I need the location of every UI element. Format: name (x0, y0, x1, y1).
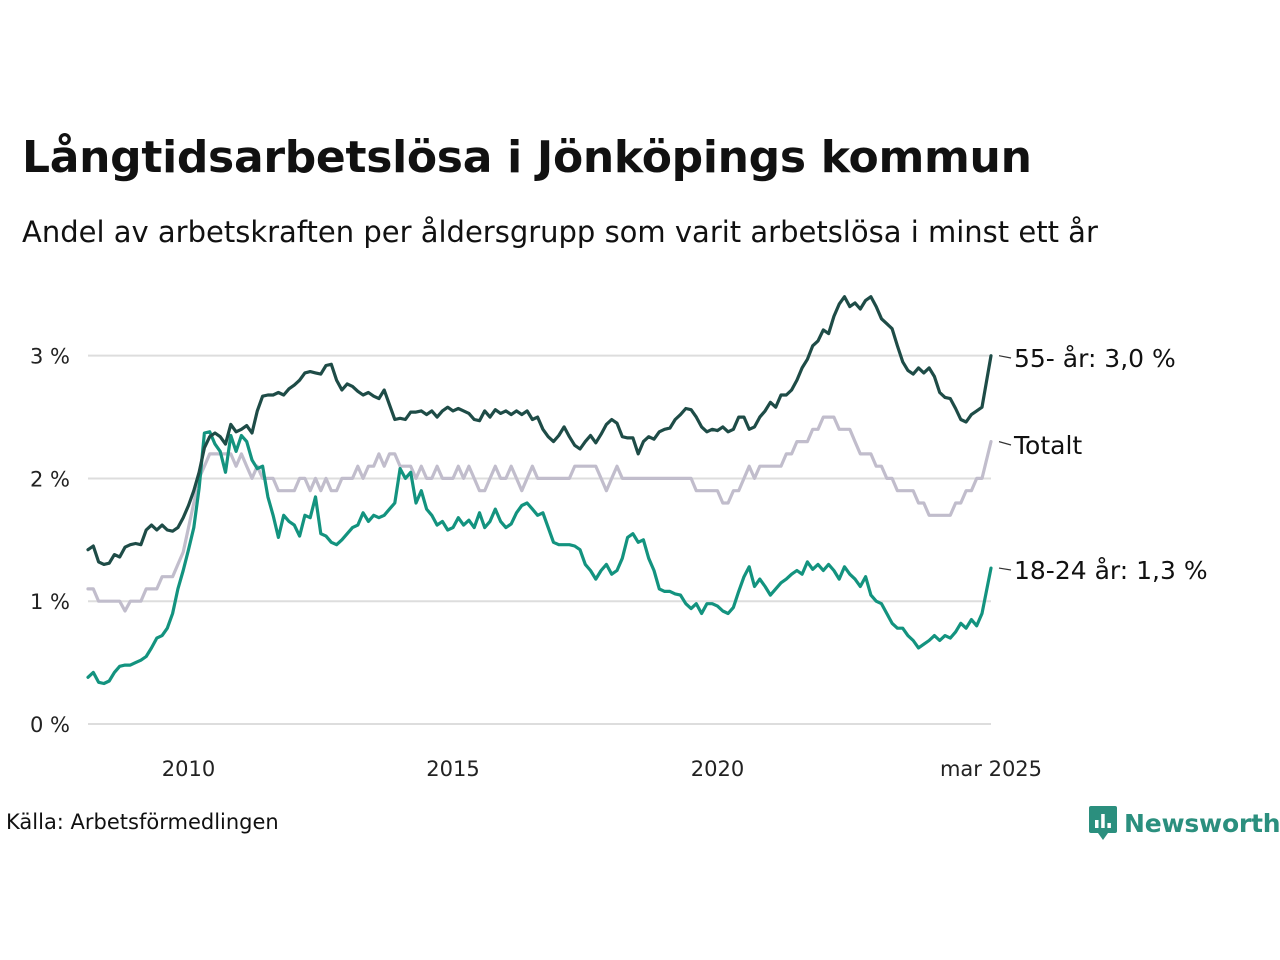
line-chart: 0 % 1 % 2 % 3 % 2010 2015 2020 mar 2025 Totalt… (30, 295, 1208, 781)
x-tick-label: 2020 (691, 757, 744, 781)
series-line-18-24 (86, 430, 993, 686)
newsworthy-logo: Newsworthy (1088, 805, 1280, 841)
series-end-label: 18-24 år: 1,3 % (1014, 556, 1208, 585)
newsworthy-logo-icon (1089, 806, 1117, 840)
series-line-totalt (86, 415, 993, 613)
newsworthy-logo-text: Newsworthy (1124, 808, 1280, 838)
y-tick-label: 2 % (30, 467, 70, 491)
grid-lines (88, 354, 991, 725)
chart-subtitle: Andel av arbetskraften per åldersgrupp s… (22, 215, 1098, 249)
series-end-label: 55- år: 3,0 % (1014, 344, 1176, 373)
series-end-label: Totalt (1013, 431, 1082, 460)
source-note: Källa: Arbetsförmedlingen (6, 810, 279, 834)
end-label-leader (998, 441, 1012, 446)
end-label-leader (998, 355, 1012, 359)
x-tick-label: mar 2025 (940, 757, 1042, 781)
y-tick-label: 0 % (30, 713, 70, 737)
x-tick-label: 2015 (426, 757, 479, 781)
series-line-55 (86, 295, 993, 566)
end-label-leader (998, 567, 1012, 571)
series-lines (86, 295, 993, 686)
y-tick-label: 3 % (30, 345, 70, 369)
y-axis-labels: 0 % 1 % 2 % 3 % (30, 345, 70, 737)
x-tick-label: 2010 (162, 757, 215, 781)
x-axis-labels: 2010 2015 2020 mar 2025 (162, 757, 1042, 781)
series-end-labels: Totalt 18-24 år: 1,3 % 55- år: 3,0 % (998, 344, 1208, 585)
y-tick-label: 1 % (30, 590, 70, 614)
chart-title: Långtidsarbetslösa i Jönköpings kommun (22, 132, 1032, 183)
